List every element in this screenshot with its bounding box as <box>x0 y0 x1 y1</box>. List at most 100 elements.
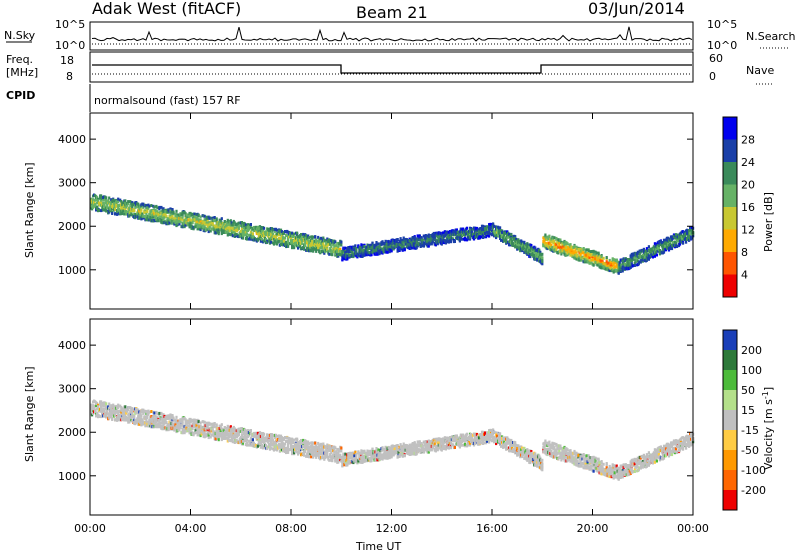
nsky-panel-frame <box>89 21 694 51</box>
nsky-label: N.Sky <box>4 29 36 42</box>
power-cell <box>582 251 585 255</box>
velocity-cell <box>287 444 290 448</box>
power-cell <box>97 197 100 201</box>
freq-trace <box>92 64 692 74</box>
power-cell <box>322 242 325 246</box>
power-cell <box>541 256 544 260</box>
power-cell <box>185 216 188 220</box>
power-cell <box>458 233 461 237</box>
power-cell <box>196 215 199 219</box>
power-cell <box>179 219 182 223</box>
power-cell <box>297 235 300 239</box>
velocity-cell <box>235 439 238 443</box>
power-cell <box>664 248 668 252</box>
power-cell <box>361 245 364 249</box>
power-cell <box>171 208 174 211</box>
nsearch-tick-bottom: 10^0 <box>707 39 737 52</box>
power-cell <box>626 258 629 261</box>
velocity-cell <box>172 416 175 420</box>
velocity-cell <box>284 436 287 439</box>
power-cell <box>169 218 172 222</box>
power-cell <box>172 217 175 221</box>
power-cell <box>633 261 636 265</box>
power-cell <box>355 250 358 254</box>
velocity-cell <box>124 413 127 417</box>
velocity-cell <box>108 406 111 410</box>
velocity-cell <box>152 421 155 425</box>
velocity-cell <box>275 434 279 438</box>
power-cell <box>245 237 248 241</box>
power-cell <box>304 240 307 244</box>
velocity-cell <box>139 421 142 425</box>
velocity-cell <box>139 419 142 423</box>
power-cell <box>555 237 558 241</box>
power-cell <box>495 236 498 240</box>
velocity-cell <box>215 425 218 429</box>
power-cell <box>102 201 105 205</box>
power-cell <box>283 239 286 243</box>
power-cell <box>312 249 315 253</box>
power-cell <box>652 245 655 249</box>
power-cell <box>621 268 624 272</box>
velocity-cell <box>102 404 105 408</box>
power-cell <box>347 246 350 249</box>
velocity-cell <box>237 432 240 436</box>
velocity-cell <box>273 435 277 439</box>
power-cell <box>395 243 398 247</box>
power-cell <box>240 221 243 224</box>
power-cell <box>628 258 631 262</box>
power-cell <box>264 233 268 237</box>
velocity-cell <box>172 423 175 427</box>
velocity-cell <box>111 418 114 421</box>
power-cell <box>680 236 684 240</box>
power-cell <box>139 207 142 210</box>
power-cell <box>275 228 279 232</box>
power-cell <box>384 239 387 243</box>
velocity-cell <box>244 429 247 433</box>
power-cell <box>508 232 511 236</box>
power-cell <box>145 213 148 216</box>
power-cell <box>241 235 244 239</box>
power-cell <box>201 225 204 229</box>
power-cell <box>675 233 679 237</box>
power-cell <box>587 249 590 253</box>
power-cell <box>636 259 639 263</box>
power-cell <box>344 246 347 250</box>
power-cell <box>419 245 422 248</box>
velocity-cell <box>162 413 165 417</box>
velocity-cell <box>96 402 99 406</box>
power-cell <box>403 248 406 252</box>
power-cell <box>199 218 202 222</box>
power-cell <box>305 238 308 242</box>
velocity-cell <box>206 430 209 434</box>
power-cell <box>217 230 220 234</box>
power-cell <box>191 221 194 225</box>
velocity-cell <box>167 425 170 429</box>
power-cell <box>507 235 510 239</box>
velocity-cell <box>196 433 199 437</box>
power-cell <box>505 240 508 244</box>
power-cell <box>280 230 284 234</box>
power-cell <box>331 253 334 257</box>
power-cell <box>577 247 580 251</box>
power-cell <box>163 215 166 219</box>
power-cell <box>244 231 247 234</box>
power-cell <box>141 212 144 216</box>
velocity-cell <box>163 421 166 425</box>
power-cell <box>294 243 297 247</box>
power-cell <box>247 227 250 231</box>
power-cell <box>148 204 151 208</box>
power-cell <box>178 222 181 226</box>
power-cell <box>165 219 168 223</box>
power-cell <box>94 203 97 207</box>
velocity-cell <box>208 422 211 426</box>
power-cell <box>427 244 430 248</box>
velocity-cell <box>210 433 213 437</box>
velocity-cell <box>284 442 287 446</box>
cpid-label: CPID <box>6 89 35 102</box>
power-cell <box>357 253 360 257</box>
power-cell <box>267 233 271 237</box>
power-cell <box>124 199 127 203</box>
power-cell <box>637 256 640 260</box>
power-cell <box>106 206 109 210</box>
